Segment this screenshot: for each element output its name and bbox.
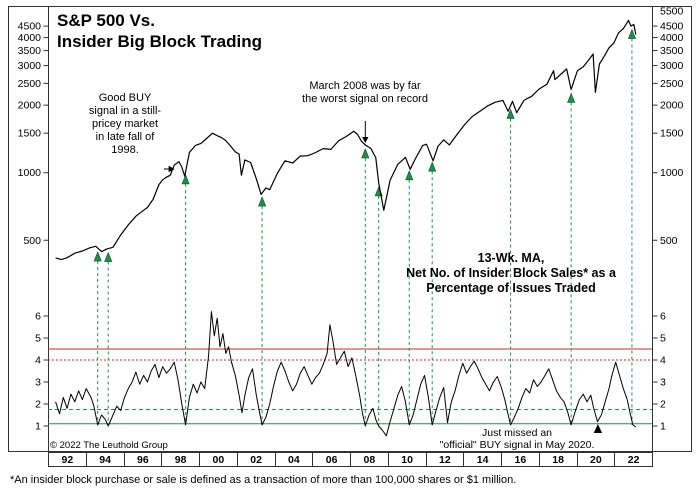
copyright-notice: © 2022 The Leuthold Group: [50, 440, 168, 451]
y-axis-tick-label-right: 1000: [660, 167, 684, 179]
x-axis-year-label: 18: [540, 453, 578, 466]
insider-sales-series-line: [55, 311, 637, 437]
annotation-may-2020-line2: "official" BUY signal in May 2020.: [439, 439, 595, 451]
x-axis-year-label: 16: [502, 453, 540, 466]
y-axis-tick-label-left: 3000: [18, 60, 42, 72]
buy-signal-arrow-icon: [181, 174, 190, 185]
x-axis-year-label: 92: [49, 453, 87, 466]
x-axis-year-strip: 92 94 96 98 00 02 04 06 08 10 12 14 16 18 20 22: [48, 452, 653, 467]
buy-signal-arrow-icon: [405, 170, 414, 181]
y-axis-tick-label-right: 4000: [660, 32, 684, 44]
y-axis-tick-label-left: 2500: [18, 78, 42, 90]
annotation-arrowhead-2008-icon: [362, 137, 369, 143]
buy-signal-arrow-icon: [93, 251, 102, 262]
y-axis-tick-label-right: 500: [660, 235, 678, 247]
x-axis-year-label: 02: [238, 453, 276, 466]
x-axis-year-label: 04: [276, 453, 314, 466]
buy-signal-arrow-icon: [627, 28, 636, 39]
buy-signal-arrow-icon: [361, 148, 370, 159]
x-axis-year-label: 06: [313, 453, 351, 466]
x-axis-year-label: 10: [389, 453, 427, 466]
buy-signal-arrow-icon: [428, 161, 437, 172]
buy-signal-arrow-icon: [258, 196, 267, 207]
buy-signal-arrow-icon: [104, 251, 113, 262]
y-axis-tick-label-right: 4: [660, 355, 666, 367]
insider-series-label: 13-Wk. MA, Net No. of Insider Block Sale…: [392, 251, 630, 296]
chart-title-line2: Insider Big Block Trading: [57, 32, 262, 51]
y-axis-tick-label-right: 3000: [660, 60, 684, 72]
y-axis-tick-label-left: 1: [35, 421, 41, 433]
x-axis-year-label: 00: [200, 453, 238, 466]
y-axis-tick-label-right: 3: [660, 377, 666, 389]
y-axis-tick-label-right: 4500: [660, 21, 684, 33]
y-axis-tick-label-left: 4: [35, 355, 41, 367]
y-axis-tick-label-left: 500: [23, 235, 41, 247]
x-axis-year-label: 96: [125, 453, 163, 466]
annotation-march-2008: March 2008 was by far the worst signal o…: [302, 80, 428, 105]
y-axis-tick-label-right: 5500: [660, 6, 684, 18]
x-axis-year-label: 94: [87, 453, 125, 466]
y-axis-tick-label-right: 6: [660, 311, 666, 323]
y-axis-tick-label-right: 1500: [660, 128, 684, 140]
annotation-1998-buy-signal: Good BUY signal in a still-pricey market…: [88, 92, 162, 156]
buy-signal-arrow-icon: [567, 92, 576, 103]
x-axis-year-label: 08: [351, 453, 389, 466]
y-axis-tick-label-left: 1500: [18, 128, 42, 140]
y-axis-tick-label-left: 2: [35, 399, 41, 411]
x-axis-year-label: 12: [427, 453, 465, 466]
sp500-series-line: [55, 19, 637, 261]
chart-frame: [8, 6, 692, 452]
insider-series-label-line1: 13-Wk. MA,: [477, 251, 545, 265]
y-axis-tick-label-right: 2000: [660, 100, 684, 112]
y-axis-tick-label-right: 3500: [660, 45, 684, 57]
chart-title-line1: S&P 500 Vs.: [57, 11, 155, 30]
y-axis-tick-label-left: 4500: [18, 21, 42, 33]
y-axis-tick-label-left: 4000: [18, 32, 42, 44]
y-axis-tick-label-left: 6: [35, 311, 41, 323]
y-axis-tick-label-right: 2500: [660, 78, 684, 90]
footnote: *An insider block purchase or sale is de…: [10, 474, 517, 486]
annotation-arrowhead-1998-icon: [168, 165, 175, 173]
y-axis-tick-label-right: 1: [660, 421, 666, 433]
x-axis-year-label: 14: [464, 453, 502, 466]
annotation-arrow-2020-icon: [593, 424, 603, 433]
y-axis-tick-label-left: 3500: [18, 45, 42, 57]
y-axis-tick-label-left: 1000: [18, 167, 42, 179]
y-axis-tick-label-left: 3: [35, 377, 41, 389]
y-axis-tick-label-left: 2000: [18, 100, 42, 112]
chart-title: S&P 500 Vs. Insider Big Block Trading: [57, 10, 262, 52]
insider-series-label-line2: Net No. of Insider Block Sales* as a: [406, 266, 616, 280]
x-axis-year-label: 22: [627, 453, 640, 466]
annotation-may-2020: Just missed an "official" BUY signal in …: [428, 427, 606, 451]
annotation-may-2020-line1: Just missed an: [481, 427, 553, 439]
buy-signal-arrow-icon: [506, 108, 515, 119]
y-axis-tick-label-right: 5: [660, 333, 666, 345]
x-axis-year-label: 98: [162, 453, 200, 466]
x-axis-year-label: 20: [578, 453, 616, 466]
y-axis-tick-label-right: 2: [660, 399, 666, 411]
y-axis-tick-label-left: 5: [35, 333, 41, 345]
insider-series-label-line3: Percentage of Issues Traded: [426, 281, 596, 295]
